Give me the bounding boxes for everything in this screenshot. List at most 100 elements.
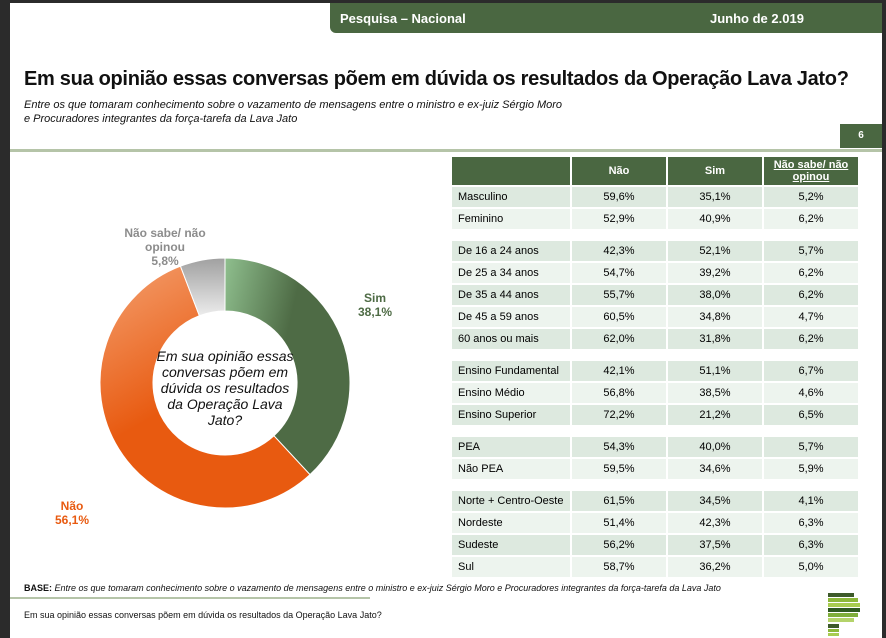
table-row: De 45 a 59 anos 60,5% 34,8% 4,7% [452,307,858,327]
cell-value: 40,9% [668,209,762,229]
cell-value: 60,5% [572,307,666,327]
cell-value: 56,2% [572,535,666,555]
subtitle: Entre os que tomaram conhecimento sobre … [24,98,562,126]
row-label: PEA [452,437,570,457]
label-sim: Sim 38,1% [355,291,395,319]
cell-value: 56,8% [572,383,666,403]
subtitle-line: e Procuradores integrantes da força-tare… [24,113,298,125]
cell-value: 42,1% [572,361,666,381]
cell-value: 6,2% [764,329,858,349]
label-nao-sabe-name: Não sabe/ não [124,226,206,240]
cell-value: 31,8% [668,329,762,349]
table-row: Feminino 52,9% 40,9% 6,2% [452,209,858,229]
cell-value: 61,5% [572,491,666,511]
donut-svg [99,257,351,509]
slice-nao [99,265,311,509]
cell-value: 34,6% [668,459,762,479]
base-note: BASE: Entre os que tomaram conhecimento … [24,583,721,593]
row-label: Ensino Superior [452,405,570,425]
cell-value: 34,8% [668,307,762,327]
row-label: Nordeste [452,513,570,533]
row-label: De 45 a 59 anos [452,307,570,327]
footer-text: Em sua opinião essas conversas põem em d… [24,610,382,620]
cell-value: 40,0% [668,437,762,457]
cell-value: 6,5% [764,405,858,425]
cell-value: 39,2% [668,263,762,283]
table-row: Ensino Fundamental 42,1% 51,1% 6,7% [452,361,858,381]
table-body: Masculino 59,6% 35,1% 5,2% Feminino 52,9% 40,9… [452,187,858,577]
row-label: Não PEA [452,459,570,479]
row-label: De 16 a 24 anos [452,241,570,261]
label-sim-value: 38,1% [357,305,393,319]
row-label: Ensino Médio [452,383,570,403]
base-label: BASE: [24,583,53,593]
cell-value: 55,7% [572,285,666,305]
cell-value: 6,2% [764,285,858,305]
cell-value: 6,2% [764,263,858,283]
table-row: Ensino Médio 56,8% 38,5% 4,6% [452,383,858,403]
table-row: Não PEA 59,5% 34,6% 5,9% [452,459,858,479]
row-label: Sudeste [452,535,570,555]
cell-value: 4,1% [764,491,858,511]
cell-value: 5,7% [764,437,858,457]
table-row: 60 anos ou mais 62,0% 31,8% 6,2% [452,329,858,349]
table-row: Sul 58,7% 36,2% 5,0% [452,557,858,577]
cell-value: 52,9% [572,209,666,229]
label-nao-sabe-name2: opinou [145,240,185,254]
page-title: Em sua opinião essas conversas põem em d… [24,68,849,90]
cell-value: 59,5% [572,459,666,479]
group-spacer [452,427,858,435]
slice-sim [224,257,351,476]
cell-value: 62,0% [572,329,666,349]
cell-value: 52,1% [668,241,762,261]
label-nao-sabe: Não sabe/ não opinou 5,8% [110,226,220,268]
column-header: Não sabe/ não opinou [764,157,858,185]
row-label: Masculino [452,187,570,207]
table-row: De 25 a 34 anos 54,7% 39,2% 6,2% [452,263,858,283]
row-label: De 25 a 34 anos [452,263,570,283]
row-label: Norte + Centro-Oeste [452,491,570,511]
cell-value: 6,2% [764,209,858,229]
cell-value: 54,7% [572,263,666,283]
cell-value: 42,3% [572,241,666,261]
table-header-row: Não Sim Não sabe/ não opinou [452,157,858,185]
row-label: 60 anos ou mais [452,329,570,349]
cell-value: 42,3% [668,513,762,533]
header-bar: Pesquisa – Nacional Junho de 2.019 [330,3,882,33]
table-row: Ensino Superior 72,2% 21,2% 6,5% [452,405,858,425]
cell-value: 4,7% [764,307,858,327]
survey-name: Pesquisa – Nacional [340,11,466,26]
label-nao-value: 56,1% [54,513,90,527]
table-row: Sudeste 56,2% 37,5% 6,3% [452,535,858,555]
group-spacer [452,481,858,489]
table-row: De 35 a 44 anos 55,7% 38,0% 6,2% [452,285,858,305]
label-sim-name: Sim [363,291,386,305]
row-label: Ensino Fundamental [452,361,570,381]
cell-value: 58,7% [572,557,666,577]
cell-value: 6,3% [764,513,858,533]
cell-value: 36,2% [668,557,762,577]
divider [10,149,882,152]
row-label: De 35 a 44 anos [452,285,570,305]
cell-value: 72,2% [572,405,666,425]
footer-divider [10,597,370,599]
donut-center-text: Em sua opinião essas conversas põem em d… [156,348,294,428]
logo-icon [828,593,860,636]
table-row: Norte + Centro-Oeste 61,5% 34,5% 4,1% [452,491,858,511]
label-nao: Não 56,1% [52,499,92,527]
cell-value: 6,3% [764,535,858,555]
cell-value: 38,0% [668,285,762,305]
column-header [452,157,570,185]
page-number: 6 [840,124,882,148]
cell-value: 37,5% [668,535,762,555]
cell-value: 35,1% [668,187,762,207]
cell-value: 5,0% [764,557,858,577]
cell-value: 6,7% [764,361,858,381]
cell-value: 38,5% [668,383,762,403]
group-spacer [452,351,858,359]
table-row: Masculino 59,6% 35,1% 5,2% [452,187,858,207]
cell-value: 5,2% [764,187,858,207]
label-nao-sabe-value: 5,8% [151,254,179,268]
table-row: De 16 a 24 anos 42,3% 52,1% 5,7% [452,241,858,261]
group-spacer [452,231,858,239]
